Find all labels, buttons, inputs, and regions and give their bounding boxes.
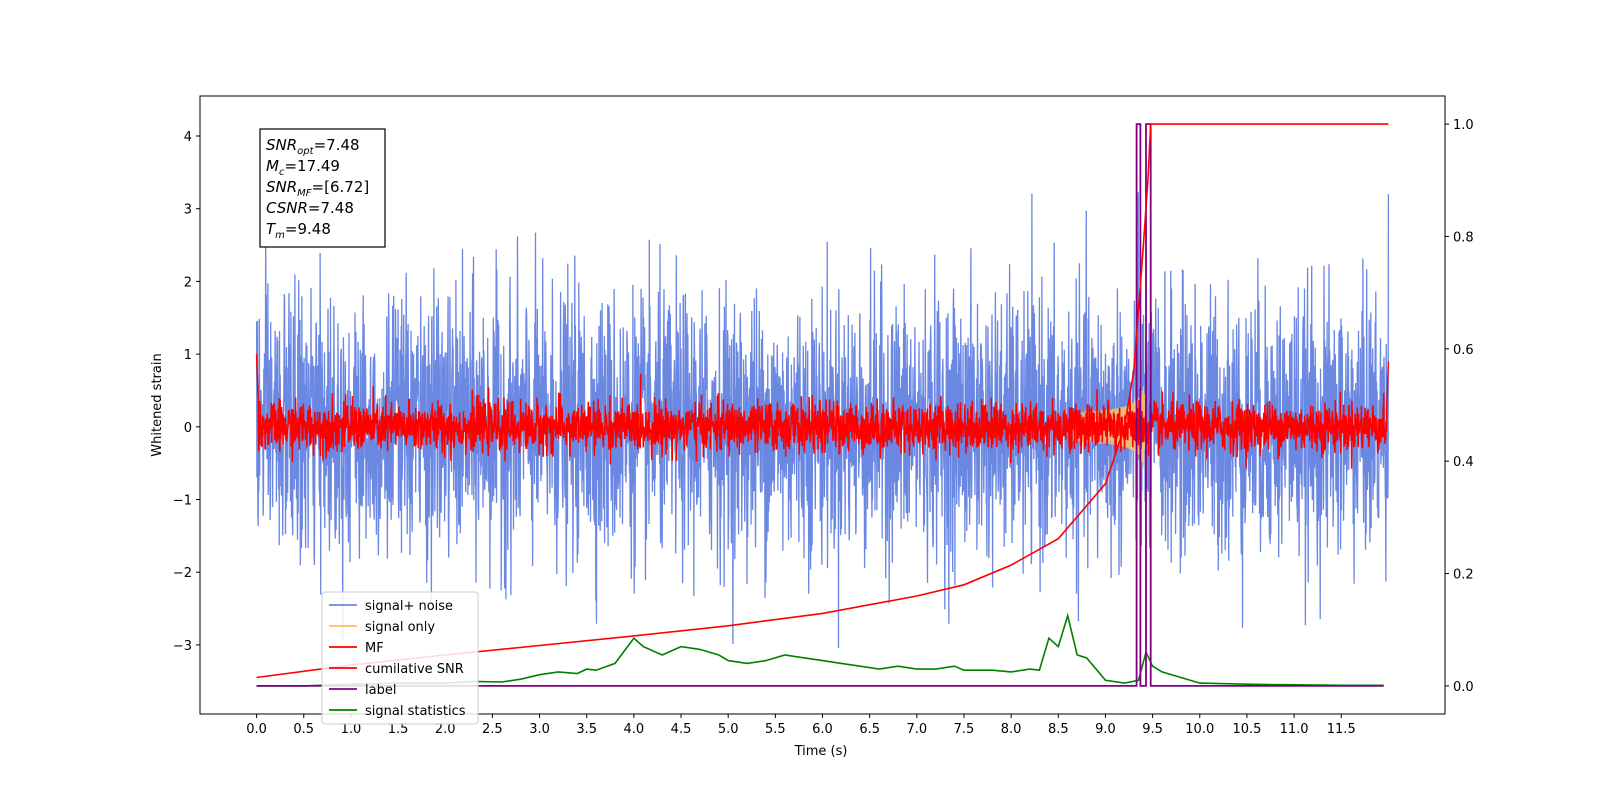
info-symbol: SNR (266, 178, 297, 196)
y-tick-label: 2 (184, 275, 192, 290)
info-box-frame (259, 128, 386, 248)
x-tick-label: 1.5 (388, 722, 409, 737)
legend-entry: signal statistics (365, 704, 466, 719)
y-tick-label: 4 (184, 130, 192, 145)
legend: signal+ noise signal only MF cumilative SNR… (321, 591, 479, 725)
info-line: Mc=17.49 (266, 157, 340, 178)
x-tick-label: 6.5 (859, 722, 880, 737)
y-tick-label: 3 (184, 203, 192, 218)
info-subscript: c (279, 167, 285, 178)
x-tick-label: 4.5 (671, 722, 692, 737)
x-tick-label: 3.0 (529, 722, 550, 737)
x-tick-label: 4.0 (624, 722, 645, 737)
info-value: =9.48 (285, 220, 331, 238)
legend-entry: signal only (365, 620, 435, 635)
series-cumulative-snr (256, 123, 1389, 679)
x-tick-label: 10.5 (1232, 722, 1261, 737)
x-tick-label: 7.0 (906, 722, 927, 737)
y2-tick-label: 0.6 (1453, 343, 1474, 358)
x-tick-label: 8.0 (1001, 722, 1022, 737)
y2-tick-label: 0.8 (1453, 230, 1474, 245)
info-subscript: m (275, 230, 285, 241)
x-tick-label: 8.5 (1048, 722, 1069, 737)
info-value: =[6.72] (312, 178, 370, 196)
y-tick-label: −3 (173, 639, 192, 654)
y-tick-label: −1 (173, 494, 192, 509)
y-tick-label: −2 (173, 566, 192, 581)
y2-tick-label: 0.4 (1453, 455, 1474, 470)
x-tick-label: 3.5 (576, 722, 597, 737)
x-tick-label: 0.0 (246, 722, 267, 737)
x-tick-label: 6.0 (812, 722, 833, 737)
info-line: CSNR=7.48 (266, 199, 354, 217)
info-box: SNRopt=7.48Mc=17.49SNRMF=[6.72]CSNR=7.48… (259, 128, 386, 248)
info-value: =7.48 (314, 136, 360, 154)
x-tick-label: 11.0 (1280, 722, 1309, 737)
series-mf (255, 354, 1390, 469)
y2-tick-label: 0.0 (1453, 680, 1474, 695)
x-tick-label: 9.0 (1095, 722, 1116, 737)
info-value: =17.49 (284, 157, 340, 175)
info-symbol: CSNR (266, 199, 308, 217)
legend-entry: signal+ noise (365, 599, 453, 614)
series-label (256, 123, 1384, 687)
x-tick-label: 5.5 (765, 722, 786, 737)
y-tick-label: 0 (184, 421, 192, 436)
x-tick-label: 5.0 (718, 722, 739, 737)
y-axis-label: Whitened strain (150, 353, 165, 456)
x-tick-label: 2.0 (435, 722, 456, 737)
info-line: Tm=9.48 (266, 220, 331, 241)
x-tick-label: 1.0 (341, 722, 362, 737)
x-axis: 0.0 0.5 1.0 1.5 2.0 2.5 3.0 3.5 4.0 4.5 5.0 5.5 6.0 6… (246, 714, 1356, 737)
info-value: =7.48 (308, 199, 354, 217)
y-axis-right: 0.0 0.2 0.4 0.6 0.8 1.0 (1445, 118, 1474, 695)
info-line: SNRopt=7.48 (266, 136, 360, 157)
y-tick-label: 1 (184, 348, 192, 363)
x-tick-label: 0.5 (293, 722, 314, 737)
y2-tick-label: 1.0 (1453, 118, 1474, 133)
plot-area (255, 123, 1390, 687)
x-tick-label: 2.5 (482, 722, 503, 737)
info-symbol: M (266, 157, 279, 175)
x-tick-label: 9.5 (1142, 722, 1163, 737)
legend-frame (321, 591, 479, 725)
info-line: SNRMF=[6.72] (266, 178, 369, 199)
x-tick-label: 10.0 (1185, 722, 1214, 737)
y-axis-left: −3 −2 −1 0 1 2 3 4 (173, 130, 200, 654)
info-subscript: opt (297, 146, 314, 157)
legend-entry: label (365, 683, 396, 698)
x-tick-label: 11.5 (1327, 722, 1356, 737)
x-axis-label: Time (s) (794, 744, 848, 759)
legend-entry: cumilative SNR (365, 662, 464, 677)
info-subscript: MF (297, 188, 312, 199)
y2-tick-label: 0.2 (1453, 568, 1474, 583)
series-signal-statistics (256, 612, 1384, 687)
info-symbol: SNR (266, 136, 297, 154)
x-tick-label: 7.5 (954, 722, 975, 737)
legend-entry: MF (365, 641, 384, 656)
info-symbol: T (266, 220, 277, 238)
